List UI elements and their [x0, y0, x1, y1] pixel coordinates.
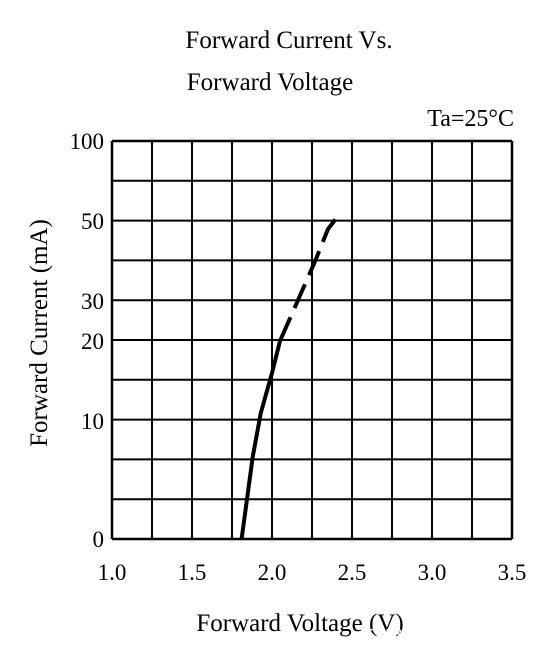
condition-label: Ta=25°C [427, 106, 514, 132]
chart-title-line-2: Forward Voltage [187, 69, 353, 96]
x-tick-label-4: 3.0 [418, 560, 447, 585]
y-tick-label-3: 20 [81, 329, 104, 354]
x-tick-label-1: 1.5 [178, 560, 207, 585]
y-tick-label-1: 50 [81, 209, 104, 234]
series-curve-dashed [278, 213, 341, 342]
x-tick-label-5: 3.5 [498, 560, 527, 585]
y-axis-label: Forward Current (mA) [26, 219, 53, 447]
x-axis-label: Forward Voltage (V) [196, 610, 403, 637]
y-tick-label-4: 10 [81, 409, 104, 434]
series-layer [239, 213, 341, 540]
y-tick-label-5: 0 [93, 527, 105, 552]
plot-grid [110, 139, 514, 541]
x-tick-label-0: 1.0 [98, 560, 127, 585]
watermark: CSDN @叶倾城-硬件原创 [365, 626, 538, 644]
x-axis-ticks: 1.0 1.5 2.0 2.5 3.0 3.5 [98, 560, 527, 585]
y-tick-label-0: 100 [70, 129, 105, 154]
x-tick-label-2: 2.0 [258, 560, 287, 585]
y-tick-label-2: 30 [81, 289, 104, 314]
chart-title-line-1: Forward Current Vs. [185, 27, 392, 54]
series-curve-solid [239, 340, 282, 540]
x-tick-label-3: 2.5 [338, 560, 367, 585]
